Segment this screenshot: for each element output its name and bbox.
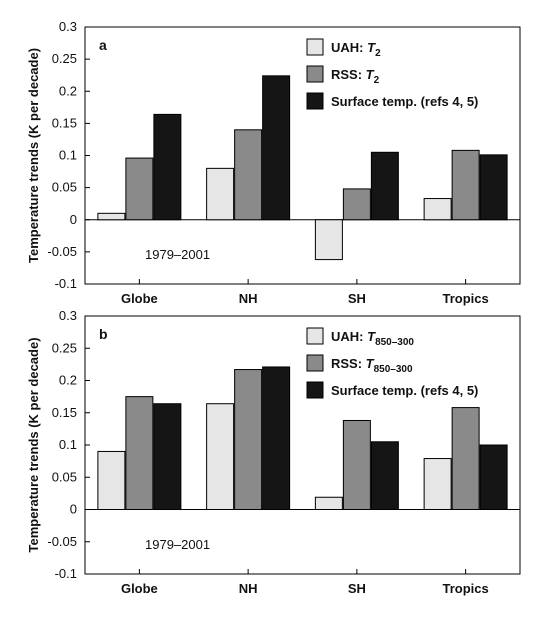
y-tick-label: 0.1 <box>59 148 77 163</box>
x-category-label: SH <box>348 581 366 596</box>
bar-nh-series-3 <box>262 366 291 510</box>
bar-tropics-series-3 <box>479 444 508 510</box>
x-category-label: SH <box>348 291 366 306</box>
bar-sh-series-3 <box>370 441 399 510</box>
y-tick-label: -0.1 <box>55 566 77 581</box>
bar-tropics-series-2 <box>451 149 480 221</box>
y-tick-label: -0.05 <box>47 534 77 549</box>
bar-nh-series-1 <box>206 403 235 510</box>
y-tick-label: 0.2 <box>59 373 77 388</box>
bar-globe-series-3 <box>153 113 182 221</box>
legend-swatch <box>306 354 324 372</box>
x-category-label: Tropics <box>443 581 489 596</box>
bar-nh-series-3 <box>262 75 291 221</box>
y-tick-label: -0.05 <box>47 244 77 259</box>
legend-swatch <box>306 327 324 345</box>
legend-label: Surface temp. (refs 4, 5) <box>331 94 478 109</box>
legend-label: UAH: T850–300 <box>331 329 414 348</box>
y-tick-label: 0.3 <box>59 308 77 323</box>
legend-label: RSS: T2 <box>331 67 380 86</box>
legend-label: RSS: T850–300 <box>331 356 413 375</box>
legend-label: Surface temp. (refs 4, 5) <box>331 383 478 398</box>
legend-swatch <box>306 65 324 83</box>
legend: UAH: T2 RSS: T2 Surface temp. (refs 4, 5) <box>306 38 478 110</box>
x-category-label: Globe <box>121 581 158 596</box>
panel-a: -0.1 -0.05 0 0.05 0.1 0.15 0.2 0.25 0.3 Globe NH SH… <box>26 19 521 306</box>
y-tick-label: 0.2 <box>59 83 77 98</box>
bar-tropics-series-3 <box>479 154 508 221</box>
y-tick-label: 0.1 <box>59 437 77 452</box>
legend-swatch <box>306 92 324 110</box>
y-tick-label: 0 <box>70 502 77 517</box>
bar-nh-series-2 <box>234 129 263 221</box>
bar-sh-series-3 <box>370 151 399 221</box>
legend: UAH: T850–300 RSS: T850–300 Surface temp. … <box>306 327 478 399</box>
y-tick-label: 0.3 <box>59 19 77 34</box>
bar-globe-series-1 <box>97 212 126 221</box>
legend-swatch <box>306 38 324 56</box>
bar-nh-series-1 <box>206 167 235 221</box>
bar-sh-series-2 <box>342 419 371 510</box>
bar-globe-series-3 <box>153 403 182 510</box>
bar-nh-series-2 <box>234 369 263 510</box>
bar-tropics-series-1 <box>423 458 452 511</box>
y-axis-label: Temperature trends (K per decade) <box>26 337 41 552</box>
y-tick-label: 0.15 <box>52 115 77 130</box>
x-category-label: Globe <box>121 291 158 306</box>
period-label: 1979–2001 <box>145 247 210 262</box>
bar-globe-series-1 <box>97 450 126 511</box>
bar-globe-series-2 <box>125 396 154 510</box>
y-tick-label: 0.15 <box>52 405 77 420</box>
y-axis-label: Temperature trends (K per decade) <box>26 48 41 263</box>
bar-sh-series-2 <box>342 188 371 221</box>
y-tick-label: 0 <box>70 212 77 227</box>
x-category-label: NH <box>239 581 258 596</box>
bar-tropics-series-1 <box>423 198 452 221</box>
y-tick-label: 0.25 <box>52 340 77 355</box>
panel-b: -0.1 -0.05 0 0.05 0.1 0.15 0.2 0.25 0.3 Globe NH SH… <box>26 308 521 596</box>
x-category-label: Tropics <box>443 291 489 306</box>
panel-letter: a <box>99 37 107 53</box>
y-tick-label: -0.1 <box>55 276 77 291</box>
bar-sh-series-1 <box>314 219 343 261</box>
bar-tropics-series-2 <box>451 407 480 510</box>
period-label: 1979–2001 <box>145 537 210 552</box>
x-category-label: NH <box>239 291 258 306</box>
y-tick-label: 0.05 <box>52 180 77 195</box>
legend-label: UAH: T2 <box>331 40 381 59</box>
legend-swatch <box>306 381 324 399</box>
y-tick-label: 0.05 <box>52 469 77 484</box>
panel-letter: b <box>99 326 108 342</box>
bar-globe-series-2 <box>125 157 154 221</box>
y-tick-label: 0.25 <box>52 51 77 66</box>
bar-sh-series-1 <box>314 496 343 510</box>
